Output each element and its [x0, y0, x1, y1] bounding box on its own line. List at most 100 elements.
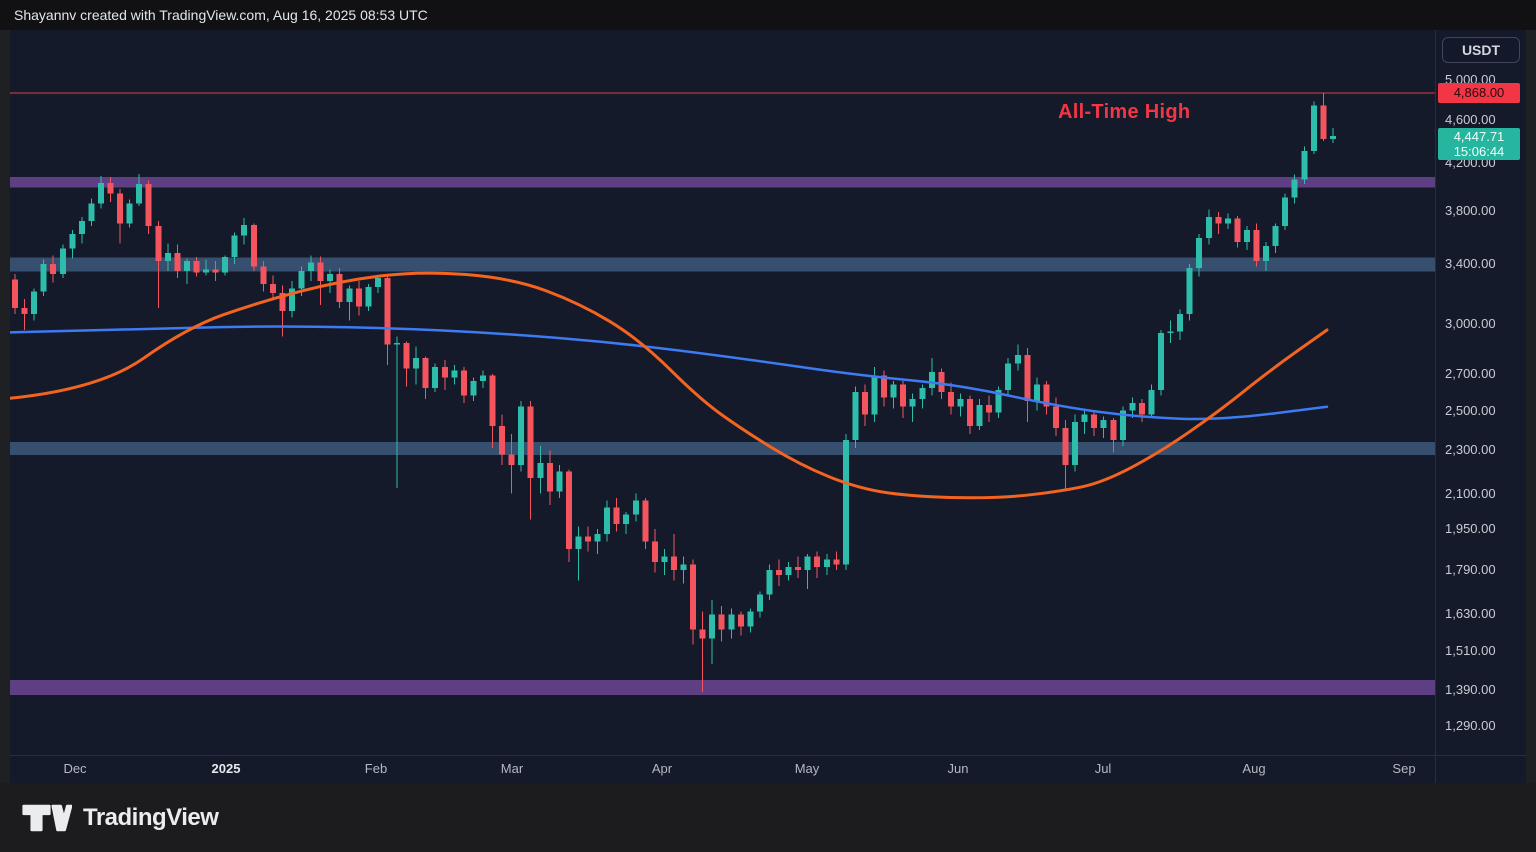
time-tick-label: May — [794, 761, 820, 776]
candle-body — [833, 559, 840, 565]
candle-body — [1119, 410, 1126, 441]
candle-body — [317, 262, 324, 282]
price-chart[interactable]: All-Time High — [10, 30, 1435, 755]
candle-body — [78, 221, 85, 235]
candle-body — [117, 193, 124, 224]
candle-body — [842, 440, 849, 565]
price-axis-separator — [1435, 30, 1436, 783]
candle-body — [909, 399, 916, 407]
candle-body — [12, 279, 18, 308]
candle-body — [1224, 218, 1231, 224]
candle-body — [1110, 420, 1117, 441]
candle-body — [661, 556, 668, 562]
tradingview-logo[interactable]: TradingView — [22, 800, 219, 836]
candle-body — [804, 556, 811, 570]
chart-widget: All-Time High USDT 5,000.00 4,600.00 4,200… — [10, 30, 1526, 783]
ath-price-value: 4,868.00 — [1453, 84, 1505, 100]
price-axis[interactable]: USDT 5,000.00 4,600.00 4,200.00 3,800.00 3,4… — [1436, 30, 1526, 783]
candle-body — [1091, 414, 1098, 429]
candle-body — [1033, 384, 1040, 402]
time-tick-label: 2025 — [211, 761, 241, 776]
time-axis-separator — [10, 755, 1526, 756]
price-tick-label: 3,800.00 — [1445, 202, 1496, 218]
time-tick-label: Mar — [500, 761, 524, 776]
candle-body — [1263, 246, 1270, 262]
candle-body — [604, 507, 611, 534]
chart-canvas[interactable] — [10, 30, 1435, 755]
candle-body — [785, 567, 792, 576]
candle-body — [613, 507, 620, 525]
candle-body — [384, 278, 391, 345]
candle-body — [279, 292, 286, 312]
candle-body — [508, 454, 515, 466]
candle-body — [1005, 363, 1012, 390]
candle-body — [451, 370, 458, 378]
price-tick-label: 1,630.00 — [1445, 606, 1496, 622]
candle-body — [88, 203, 95, 222]
candle-body — [1081, 414, 1088, 423]
price-tick-label: 2,700.00 — [1445, 365, 1496, 381]
footer: TradingView — [0, 783, 1536, 852]
candle-body — [327, 273, 334, 282]
candle-body — [995, 389, 1002, 413]
time-tick-label: Dec — [63, 761, 87, 776]
candle-body — [1014, 354, 1021, 364]
candle-body — [1243, 230, 1250, 242]
time-tick-label: Jun — [947, 761, 969, 776]
attribution-bar: Shayannv created with TradingView.com, A… — [0, 0, 1536, 30]
support-zone-1390[interactable] — [10, 679, 1435, 695]
price-tick-label: 2,100.00 — [1445, 485, 1496, 501]
tradingview-logo-icon — [22, 804, 72, 831]
ma-line-blue[interactable] — [10, 325, 1329, 421]
time-tick-label: Jul — [1094, 761, 1112, 776]
candle-body — [1310, 105, 1317, 151]
candle-body — [21, 307, 28, 315]
candle-body — [193, 261, 200, 273]
candle-body — [136, 184, 143, 204]
candle-body — [460, 370, 467, 396]
candle-body — [861, 391, 868, 415]
candle-body — [1329, 135, 1336, 139]
candle-body — [585, 536, 591, 542]
candle-body — [69, 234, 76, 249]
ma-line-orange[interactable] — [10, 271, 1329, 500]
candle-body — [852, 391, 859, 441]
candle-body — [1234, 218, 1241, 242]
candle-body — [1301, 150, 1308, 180]
candle-body — [1186, 268, 1193, 315]
candle-body — [97, 182, 104, 204]
candle-body — [957, 399, 964, 407]
candle-body — [260, 266, 267, 284]
candle-body — [288, 288, 295, 312]
resistance-zone-3400[interactable] — [10, 257, 1435, 272]
candle-body — [1138, 402, 1145, 415]
candle-body — [1215, 217, 1222, 224]
time-axis[interactable]: Dec 2025 Feb Mar Apr May Jun Jul Aug Sep — [10, 755, 1435, 783]
support-zone-2300[interactable] — [10, 441, 1435, 456]
price-tick-label: 1,950.00 — [1445, 521, 1496, 536]
time-tick-label: Apr — [651, 761, 673, 776]
candle-body — [107, 182, 114, 194]
candle-body — [632, 500, 639, 515]
candle-body — [1282, 197, 1289, 227]
candle-body — [394, 343, 400, 345]
candle-body — [1320, 105, 1327, 139]
candle-body — [919, 388, 926, 400]
ath-annotation: All-Time High — [1058, 101, 1191, 123]
candle-body — [212, 269, 219, 273]
candle-body — [50, 263, 57, 274]
candle-body — [928, 372, 935, 389]
candle-body — [365, 286, 372, 307]
candle-body — [967, 399, 973, 427]
candle-body — [432, 366, 439, 389]
candle-body — [1205, 217, 1212, 238]
price-tick-label: 1,390.00 — [1445, 682, 1496, 698]
currency-toggle-button[interactable]: USDT — [1442, 37, 1520, 63]
candle-body — [489, 375, 496, 427]
candle-body — [441, 366, 448, 378]
candle-body — [651, 541, 658, 562]
resistance-zone-4000[interactable] — [10, 176, 1435, 188]
candle-body — [126, 203, 133, 224]
candle-body — [1062, 428, 1069, 466]
